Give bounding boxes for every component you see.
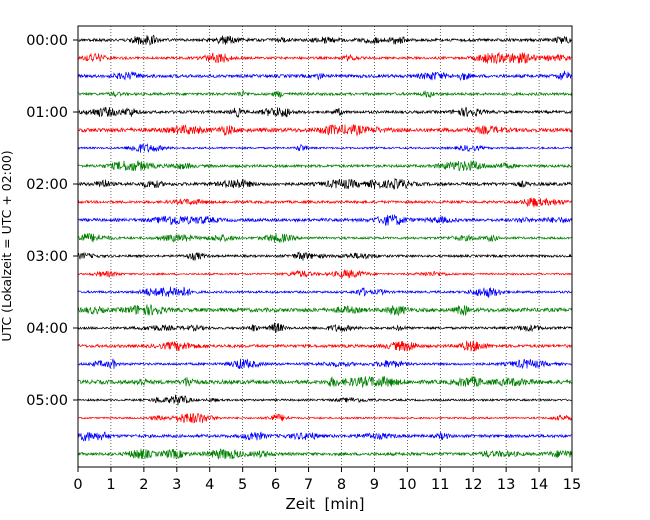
x-tick-label-11: 11 bbox=[431, 477, 449, 493]
trace-0130 bbox=[77, 143, 573, 153]
x-tick-label-1: 1 bbox=[106, 477, 115, 493]
y-axis: 00:00 01:00 02:00 03:00 04:00 05:00 bbox=[26, 33, 78, 409]
trace-0330 bbox=[77, 286, 573, 299]
x-tick-label-7: 7 bbox=[304, 477, 313, 493]
trace-0000 bbox=[77, 34, 573, 46]
trace-0345 bbox=[77, 303, 573, 317]
trace-0400 bbox=[77, 322, 573, 334]
x-tick-label-6: 6 bbox=[271, 477, 280, 493]
x-tick-label-2: 2 bbox=[139, 477, 148, 493]
trace-0245 bbox=[77, 233, 573, 244]
x-tick-label-12: 12 bbox=[464, 477, 482, 493]
y-tick-label-0000: 00:00 bbox=[26, 33, 68, 49]
x-tick-label-9: 9 bbox=[370, 477, 379, 493]
y-tick-label-0300: 03:00 bbox=[26, 249, 68, 265]
trace-0015 bbox=[77, 51, 573, 65]
y-axis-label: UTC (Lokalzeit = UTC + 02:00) bbox=[0, 150, 14, 341]
x-tick-label-0: 0 bbox=[73, 477, 82, 493]
trace-0100 bbox=[77, 106, 573, 118]
trace-0430 bbox=[77, 358, 573, 370]
x-axis-label: Zeit [min] bbox=[285, 495, 364, 513]
y-tick-label-0400: 04:00 bbox=[26, 321, 68, 337]
x-tick-label-13: 13 bbox=[497, 477, 515, 493]
trace-group bbox=[77, 34, 573, 460]
x-tick-label-14: 14 bbox=[530, 477, 548, 493]
trace-0045 bbox=[77, 90, 573, 99]
trace-0500 bbox=[77, 394, 573, 406]
trace-0315 bbox=[77, 268, 573, 279]
x-tick-label-5: 5 bbox=[238, 477, 247, 493]
y-tick-label-0200: 02:00 bbox=[26, 177, 68, 193]
trace-0515 bbox=[77, 412, 573, 424]
trace-0030 bbox=[77, 70, 573, 81]
trace-0530 bbox=[77, 431, 573, 442]
trace-0300 bbox=[77, 251, 573, 262]
trace-0545 bbox=[77, 448, 573, 460]
x-tick-label-3: 3 bbox=[172, 477, 181, 493]
trace-0230 bbox=[77, 214, 573, 226]
trace-0145 bbox=[77, 159, 573, 172]
x-tick-label-8: 8 bbox=[337, 477, 346, 493]
x-tick-label-4: 4 bbox=[205, 477, 214, 493]
trace-0115 bbox=[77, 124, 573, 137]
y-tick-label-0100: 01:00 bbox=[26, 105, 68, 121]
x-tick-label-10: 10 bbox=[398, 477, 416, 493]
trace-0215 bbox=[77, 197, 573, 208]
y-tick-label-0500: 05:00 bbox=[26, 393, 68, 409]
plot-frame bbox=[77, 25, 573, 468]
x-tick-label-15: 15 bbox=[563, 477, 581, 493]
trace-0445 bbox=[77, 375, 573, 389]
trace-0415 bbox=[77, 340, 573, 352]
x-axis: 0 1 2 3 4 5 6 7 8 9 10 11 12 13 14 15 bbox=[73, 467, 581, 493]
trace-0200 bbox=[77, 177, 573, 190]
